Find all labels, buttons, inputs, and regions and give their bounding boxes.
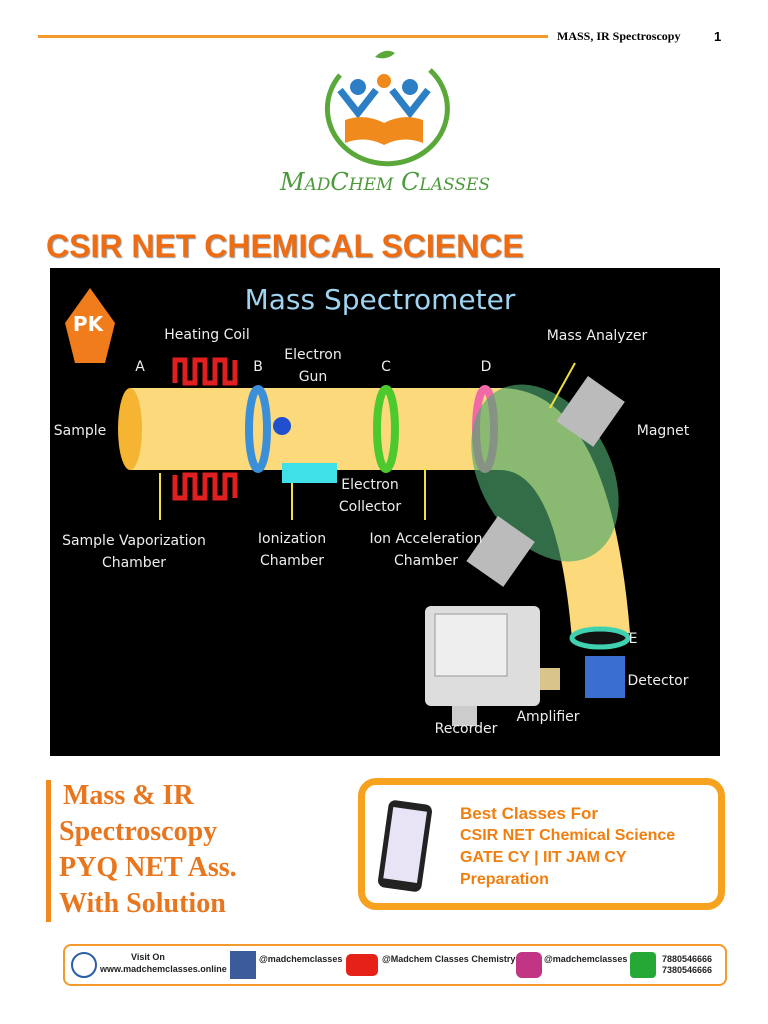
diagram-label: D (480, 359, 492, 375)
footer-visit: Visit On (131, 952, 165, 962)
footer-facebook: @madchemclasses (259, 954, 343, 964)
phone-icon (377, 800, 433, 892)
header-rule (38, 35, 548, 38)
diagram-label: C (381, 359, 391, 375)
promo-line: Best Classes For (460, 804, 598, 823)
logo-brand: MadChem Classes (279, 168, 491, 196)
diagram-label: Heating Coil (164, 327, 250, 343)
diagram-label: Ion Acceleration Chamber (369, 531, 483, 569)
diagram-label: E (628, 631, 638, 647)
diagram-label: Sample Vaporization Chamber (62, 533, 206, 571)
diagram-label: Sample (53, 423, 107, 439)
diagram-label: Recorder (434, 721, 498, 737)
subject-bar (46, 780, 51, 922)
subject-line: PYQ NET Ass. (59, 852, 237, 883)
diagram-label: Ionization Chamber (257, 531, 327, 569)
diagram-label: Magnet (636, 423, 690, 439)
page-number: 1 (714, 29, 722, 44)
diagram-label: Amplifier (516, 709, 580, 725)
diagram-label: A (135, 359, 145, 375)
subject-block: Mass & IR Spectroscopy PYQ NET Ass. With So… (59, 778, 237, 922)
subject-line: Spectroscopy (59, 816, 218, 847)
promo-line: CSIR NET Chemical Science (460, 827, 676, 844)
diagram-art (65, 288, 631, 726)
promo-text: Best Classes For CSIR NET Chemical Scienc… (460, 803, 675, 891)
diagram-title: Mass Spectrometer (244, 283, 516, 316)
header-title: MASS, IR Spectroscopy (557, 29, 681, 43)
footer-box (63, 944, 727, 986)
logo-art (324, 50, 450, 167)
footer-youtube: @Madchem Classes Chemistry (382, 954, 516, 964)
diagram-label: Electron Gun (284, 347, 342, 385)
diagram-label: Mass Analyzer (546, 328, 648, 344)
subject-line: With Solution (59, 888, 226, 919)
promo-line: GATE CY | IIT JAM CY (460, 849, 627, 866)
footer-instagram: @madchemclasses (544, 954, 628, 964)
promo-line: Preparation (460, 871, 549, 888)
diagram-label: B (253, 359, 263, 375)
footer-phone: 7380546666 (662, 965, 713, 975)
page-title: CSIR NET CHEMICAL SCIENCE (46, 228, 524, 264)
diagram-label: Electron Collector (338, 477, 402, 515)
diagram-label: Detector (627, 673, 689, 689)
footer-phone: 7880546666 (662, 954, 713, 964)
footer-website: www.madchemclasses.online (100, 964, 227, 974)
diagram: Mass Spectrometer PK Heating Coil A B Electro… (50, 268, 720, 756)
badge: PK (72, 312, 104, 336)
subject-line: Mass & IR (63, 780, 194, 811)
footer-icons (71, 951, 656, 979)
